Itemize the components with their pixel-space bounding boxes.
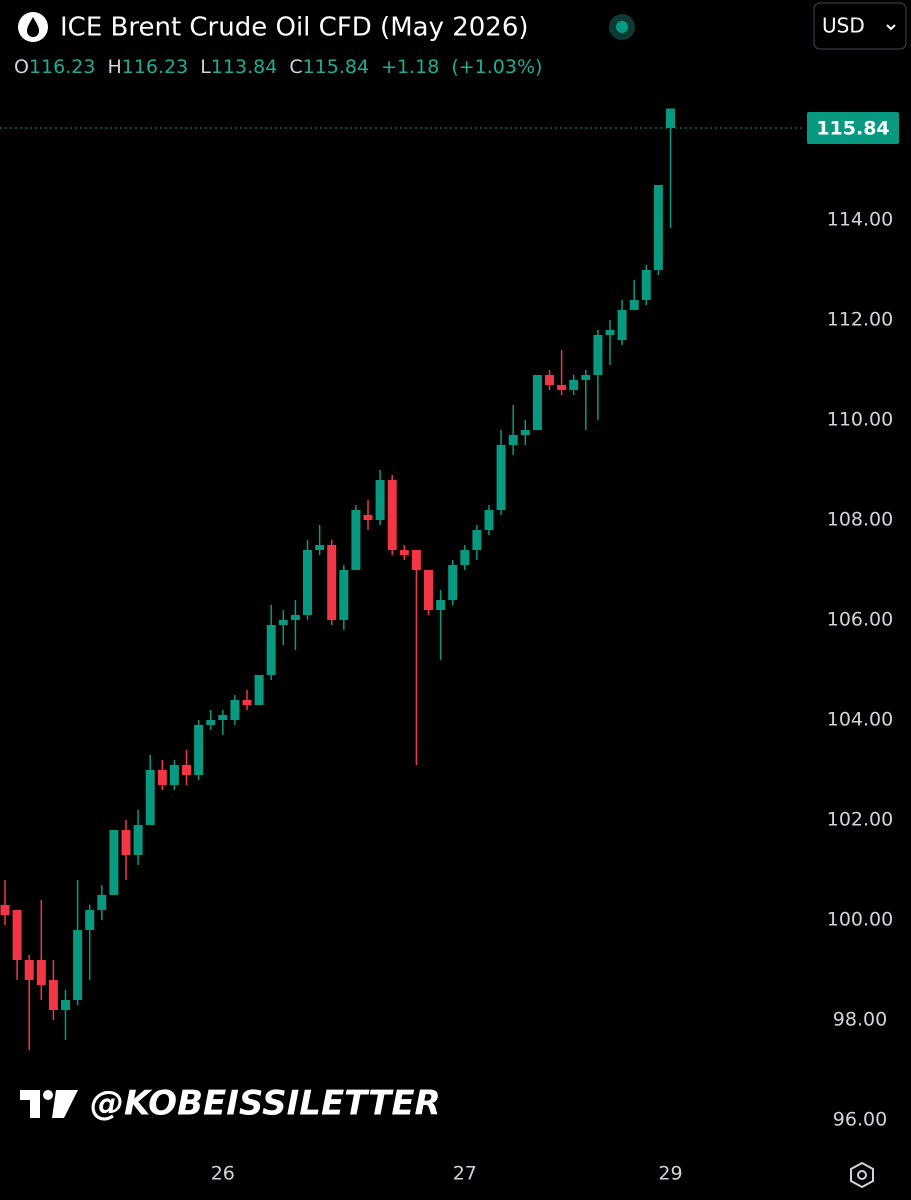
candle-body: [641, 270, 651, 300]
candle-body: [581, 375, 591, 380]
candle-body: [182, 765, 191, 775]
candle-body: [387, 480, 397, 550]
candle-body: [496, 445, 506, 510]
y-tick-label: 110.00: [827, 409, 893, 431]
candle-body: [0, 905, 10, 915]
candle-body: [109, 830, 119, 895]
candle-body: [24, 960, 34, 980]
y-tick-label: 104.00: [827, 709, 893, 731]
ohlc-label: L: [200, 56, 211, 78]
candle-body: [448, 565, 458, 600]
candle-body: [520, 430, 530, 435]
ohlc-value: 113.84: [210, 56, 278, 78]
x-tick-label: 26: [211, 1163, 235, 1185]
candle-body: [545, 375, 554, 385]
currency-button[interactable]: [813, 2, 907, 50]
last-price-label: 115.84: [816, 118, 889, 140]
candle-body: [157, 770, 167, 785]
y-tick-label: 112.00: [827, 309, 893, 331]
candle-body: [73, 930, 83, 1000]
candle-body: [218, 715, 228, 720]
oil-drop: [27, 17, 39, 37]
candle-body: [666, 108, 675, 128]
ohlc-value: 116.23: [121, 56, 189, 78]
candle-body: [436, 600, 446, 610]
candle-body: [121, 830, 131, 855]
tv-logo: [20, 1090, 78, 1118]
candle-body: [242, 700, 252, 705]
candle-body: [532, 375, 542, 430]
candle-body: [145, 770, 155, 825]
y-tick-label: 106.00: [827, 609, 893, 631]
candle-body: [303, 550, 312, 615]
candle-body: [593, 335, 603, 375]
candle-body: [97, 895, 107, 910]
change: +1.18: [381, 56, 440, 78]
ohlc-item: O116.23: [14, 56, 95, 78]
chart-title: ICE Brent Crude Oil CFD (May 2026): [60, 13, 529, 43]
candle-body: [12, 910, 22, 960]
candle-body: [194, 725, 204, 775]
candle-body: [133, 825, 143, 855]
candle-body: [363, 515, 373, 520]
candle-body: [460, 550, 470, 565]
candle-body: [315, 545, 325, 550]
settings-icon[interactable]: [850, 1161, 874, 1189]
candle-body: [605, 330, 615, 335]
ohlc-item: C115.84: [289, 56, 369, 78]
candle-body: [629, 300, 639, 310]
candle-body: [411, 550, 421, 570]
candle-body: [484, 510, 494, 530]
y-tick-label: 114.00: [827, 209, 893, 231]
candle-body: [36, 960, 46, 985]
candle-body: [48, 980, 58, 1010]
ohlc-value: 115.84: [302, 56, 370, 78]
candle-body: [424, 570, 433, 610]
watermark: @KOBEISSILETTER: [90, 1084, 441, 1124]
candle-body: [230, 700, 240, 720]
y-tick-label: 100.00: [827, 909, 893, 931]
ohlc-item: H116.23: [107, 56, 188, 78]
candle-body: [508, 435, 518, 445]
ohlc-value: 116.23: [28, 56, 96, 78]
dropdown-arrow: [886, 24, 896, 31]
ohlc-header: O116.23 H116.23 L113.84 C115.84 +1.18 (+1.03%…: [14, 56, 542, 78]
y-tick-label: 98.00: [833, 1009, 887, 1031]
ohlc-label: O: [14, 56, 29, 78]
ohlc-label: H: [107, 56, 122, 78]
candle-body: [85, 910, 95, 930]
candle-body: [290, 615, 300, 620]
last-price-tag: [807, 112, 899, 144]
candle-body: [351, 510, 361, 570]
candle-body: [472, 530, 482, 550]
y-tick-label: 108.00: [827, 509, 893, 531]
x-tick-label: 29: [658, 1163, 682, 1185]
status-dot: [616, 21, 628, 33]
candle-body: [254, 675, 264, 705]
ohlc-item: L113.84: [200, 56, 277, 78]
candle-body: [61, 1000, 70, 1010]
candle-body: [278, 620, 288, 625]
candle-body: [617, 310, 627, 340]
candle-body: [399, 550, 409, 555]
candle-body: [169, 765, 179, 785]
candle-body: [206, 720, 216, 725]
currency-label: USD: [822, 14, 865, 38]
y-tick-label: 102.00: [827, 809, 893, 831]
change-pct: (+1.03%): [451, 56, 543, 78]
candle-body: [569, 380, 579, 390]
y-tick-label: 96.00: [833, 1109, 887, 1131]
candle-body: [653, 185, 663, 270]
candle-body: [266, 625, 276, 675]
candle-body: [339, 570, 349, 620]
candle-body: [557, 385, 567, 390]
candle-body: [375, 480, 385, 520]
x-tick-label: 27: [453, 1163, 477, 1185]
candle-body: [327, 545, 337, 620]
ohlc-label: C: [289, 56, 303, 78]
